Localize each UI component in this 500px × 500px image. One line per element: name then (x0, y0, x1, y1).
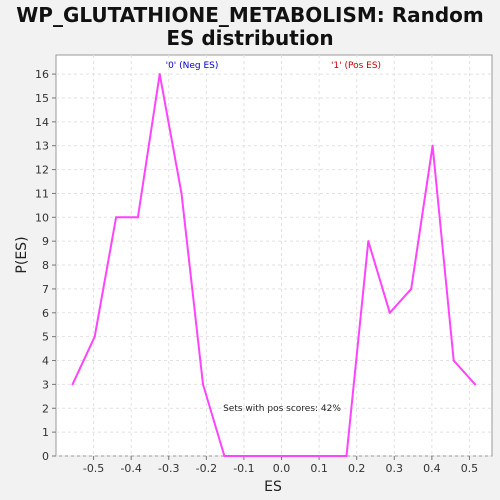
y-tick-label: 13 (35, 140, 49, 153)
data-point (223, 455, 226, 457)
y-tick-label: 6 (42, 307, 49, 320)
data-point (93, 335, 96, 338)
x-axis-ticks: -0.5 -0.4 -0.3 -0.2 -0.1 0.0 0.1 0.2 0.3 0.4 0.5 (83, 456, 478, 475)
x-tick-label: -0.2 (196, 462, 217, 475)
y-tick-label: 0 (42, 450, 49, 463)
x-tick-label: -0.1 (233, 462, 254, 475)
chart-title-line2: ES distribution (166, 26, 334, 50)
x-tick-label: 0.4 (423, 462, 441, 475)
x-tick-label: 0.2 (348, 462, 366, 475)
x-tick-label: -0.4 (120, 462, 141, 475)
y-tick-label: 8 (42, 259, 49, 272)
data-point (136, 216, 139, 219)
y-tick-label: 11 (35, 187, 49, 200)
data-point (367, 240, 370, 243)
y-tick-label: 1 (42, 426, 49, 439)
y-tick-label: 14 (35, 116, 49, 129)
y-tick-label: 15 (35, 92, 49, 105)
data-point (452, 359, 455, 362)
data-point (115, 216, 118, 219)
pos-scores-annotation: Sets with pos scores: 42% (223, 404, 341, 414)
data-point (345, 455, 348, 457)
grid (56, 55, 492, 457)
y-tick-label: 12 (35, 164, 49, 177)
y-tick-label: 7 (42, 283, 49, 296)
data-point (158, 73, 161, 76)
data-point (388, 311, 391, 314)
series-layer (71, 73, 477, 457)
x-tick-label: 0.0 (273, 462, 291, 475)
y-tick-label: 10 (35, 211, 49, 224)
x-tick-label: 0.5 (461, 462, 479, 475)
y-tick-label: 2 (42, 402, 49, 415)
data-point (431, 144, 434, 147)
y-tick-label: 16 (35, 68, 49, 81)
x-axis-label: ES (264, 479, 282, 495)
x-tick-label: -0.5 (83, 462, 104, 475)
y-tick-label: 5 (42, 331, 49, 344)
data-point (410, 287, 413, 290)
data-point (201, 383, 204, 386)
data-point (71, 383, 74, 386)
neg-es-label: '0' (Neg ES) (166, 61, 219, 71)
data-point (180, 192, 183, 195)
pos-es-label: '1' (Pos ES) (331, 61, 381, 71)
y-tick-label: 4 (42, 355, 49, 368)
chart-title-line1: WP_GLUTATHIONE_METABOLISM: Random (16, 3, 484, 27)
y-tick-label: 9 (42, 235, 49, 248)
plot-area (55, 54, 493, 457)
data-point (474, 383, 477, 386)
x-tick-label: 0.3 (386, 462, 404, 475)
y-tick-label: 3 (42, 378, 49, 391)
x-tick-label: 0.1 (310, 462, 328, 475)
y-axis-label: P(ES) (14, 236, 30, 273)
x-tick-label: -0.3 (158, 462, 179, 475)
